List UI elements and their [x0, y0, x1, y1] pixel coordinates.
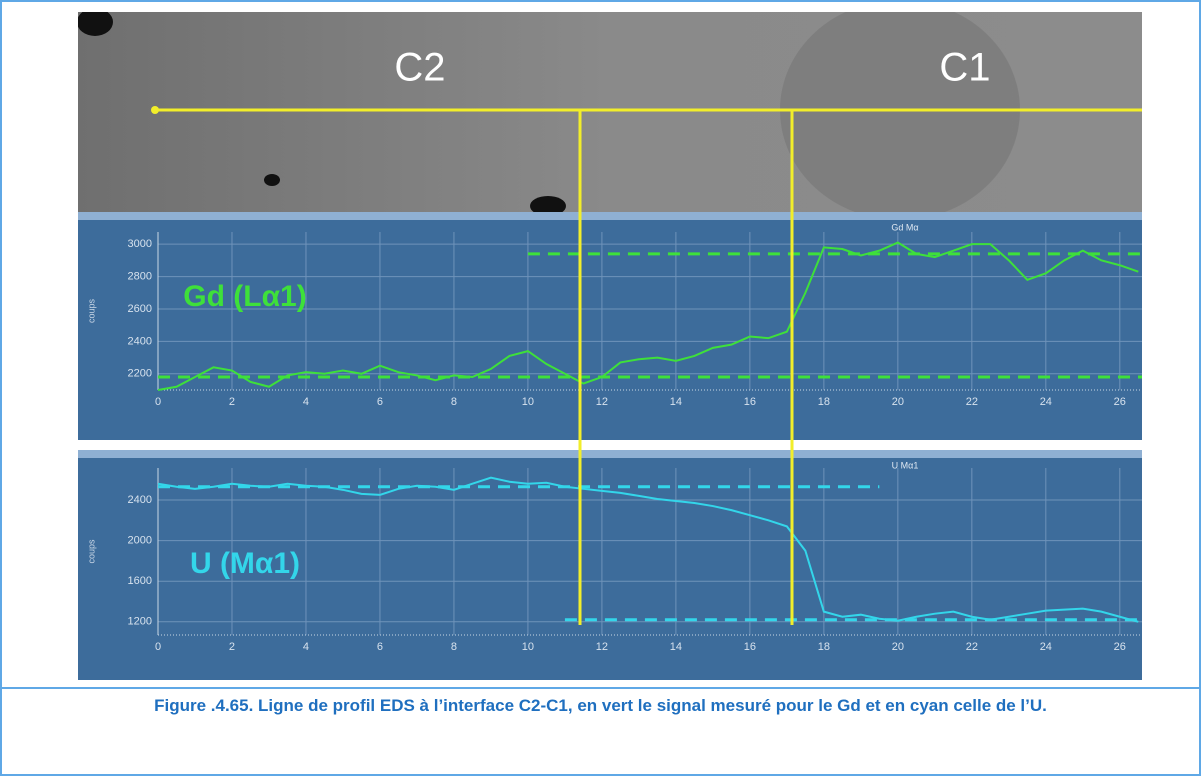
panel: [78, 458, 1142, 680]
panel-header: [78, 450, 1142, 458]
x-tick-label: 26: [1114, 396, 1126, 408]
image-label: C2: [394, 46, 445, 90]
x-tick-label: 2: [229, 641, 235, 653]
x-tick-label: 4: [303, 641, 309, 653]
data-line: [157, 241, 1139, 391]
x-tick-label: 18: [818, 641, 830, 653]
x-tick-label: 14: [670, 641, 682, 653]
x-tick-label: 14: [670, 396, 682, 408]
x-tick-label: 20: [892, 396, 904, 408]
y-tick-label: 2200: [128, 368, 152, 380]
grain: [780, 12, 1020, 220]
x-tick-label: 22: [966, 641, 978, 653]
y-tick-label: 1600: [128, 575, 152, 587]
x-tick-label: 6: [377, 396, 383, 408]
x-tick-label: 16: [744, 641, 756, 653]
image-label: C1: [939, 46, 990, 90]
y-tick-label: 2400: [128, 335, 152, 347]
x-tick-label: 16: [744, 396, 756, 408]
pore: [530, 196, 566, 216]
y-axis-label: coups: [86, 539, 96, 564]
element-label: U (Mα1): [190, 547, 300, 580]
y-tick-label: 2000: [128, 534, 152, 546]
x-tick-label: 8: [451, 641, 457, 653]
pore: [78, 12, 113, 36]
profile-start: [151, 106, 159, 114]
x-tick-label: 10: [522, 641, 534, 653]
x-tick-label: 0: [155, 641, 161, 653]
caption: Figure .4.65. Ligne de profil EDS à l’in…: [154, 696, 1047, 715]
pore: [264, 174, 280, 186]
panel: [78, 220, 1142, 440]
x-tick-label: 2: [229, 396, 235, 408]
y-tick-label: 2800: [128, 270, 152, 282]
x-tick-label: 4: [303, 396, 309, 408]
y-tick-label: 2600: [128, 303, 152, 315]
x-tick-label: 24: [1040, 396, 1052, 408]
x-tick-label: 8: [451, 396, 457, 408]
x-tick-label: 0: [155, 396, 161, 408]
chart-title: U Mα1: [892, 460, 919, 470]
x-tick-label: 26: [1114, 641, 1126, 653]
x-tick-label: 10: [522, 396, 534, 408]
x-tick-label: 18: [818, 396, 830, 408]
y-axis-label: coups: [86, 298, 96, 323]
y-tick-label: 2400: [128, 494, 152, 506]
x-tick-label: 20: [892, 641, 904, 653]
x-tick-label: 6: [377, 641, 383, 653]
y-tick-label: 1200: [128, 616, 152, 628]
data-line: [157, 476, 1139, 623]
chart-title: Gd Mα: [891, 222, 918, 232]
x-tick-label: 24: [1040, 641, 1052, 653]
x-tick-label: 12: [596, 641, 608, 653]
panel-header: [78, 212, 1142, 220]
element-label: Gd (Lα1): [183, 280, 306, 313]
y-tick-label: 3000: [128, 238, 152, 250]
x-tick-label: 22: [966, 396, 978, 408]
x-tick-label: 12: [596, 396, 608, 408]
